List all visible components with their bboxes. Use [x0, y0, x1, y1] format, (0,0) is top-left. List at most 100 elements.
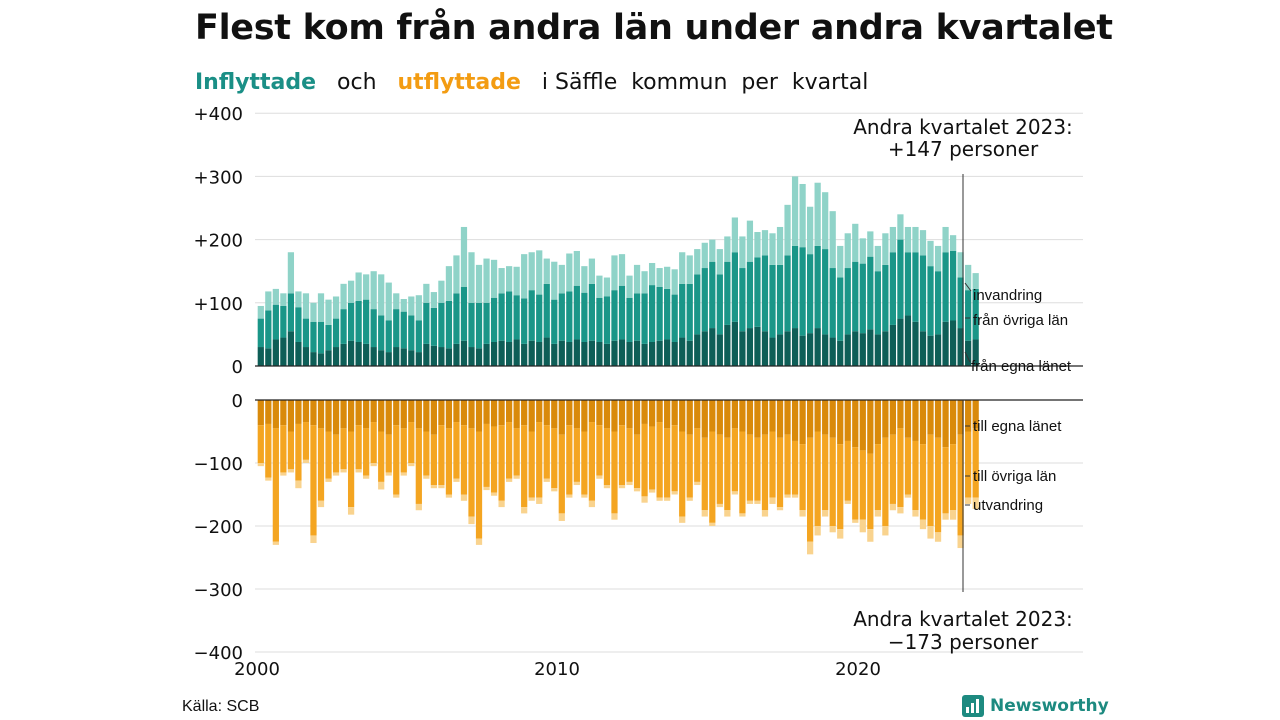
bars-utflyttade: [257, 400, 979, 555]
bar-out-2: [934, 532, 942, 542]
bar-in-2: [784, 204, 791, 256]
bar-in-2: [596, 275, 603, 298]
bar-out-2: [445, 494, 453, 498]
bar-out-1: [867, 453, 874, 530]
bar-out-2: [302, 459, 310, 463]
bar-in-1: [460, 287, 468, 341]
bar-out-1: [912, 440, 919, 511]
bar-out-0: [927, 400, 934, 435]
bar-in-1: [506, 291, 513, 342]
bar-in-1: [558, 293, 565, 341]
bar-out-0: [573, 400, 580, 429]
bar-out-2: [746, 500, 754, 504]
bar-out-0: [543, 400, 550, 426]
bar-out-0: [904, 400, 912, 438]
bar-out-0: [784, 400, 791, 435]
bar-in-1: [468, 302, 475, 348]
bar-out-1: [536, 422, 543, 498]
bar-in-2: [272, 288, 279, 305]
bar-out-0: [460, 400, 468, 426]
bar-out-1: [942, 447, 949, 514]
bar-in-2: [694, 249, 701, 275]
bar-in-1: [633, 293, 641, 341]
bar-out-1: [701, 437, 708, 511]
bar-in-1: [355, 300, 362, 342]
bar-out-1: [325, 431, 332, 479]
bar-in-0: [558, 340, 565, 366]
source-label: Källa: SCB: [182, 698, 260, 715]
bar-out-2: [295, 480, 302, 489]
bar-out-0: [716, 400, 723, 435]
bar-in-0: [731, 321, 738, 366]
bar-out-2: [257, 463, 264, 467]
bar-in-2: [378, 274, 385, 316]
bar-in-2: [618, 254, 626, 286]
bar-out-1: [400, 428, 407, 473]
annotation-top-line1: Andra kvartalet 2023:: [853, 115, 1073, 139]
bar-out-1: [475, 431, 483, 539]
bar-out-2: [408, 463, 415, 467]
subtitle-rest: i Säffle kommun per kvartal: [541, 70, 869, 95]
bar-in-2: [430, 292, 437, 308]
bar-out-1: [897, 428, 904, 508]
bar-out-0: [626, 400, 633, 429]
bar-out-1: [754, 437, 761, 501]
bar-in-2: [791, 176, 799, 246]
bar-in-2: [302, 293, 310, 319]
bar-out-0: [490, 400, 498, 427]
bar-out-0: [408, 400, 415, 423]
y-tick-label: −400: [194, 643, 243, 664]
y-tick-label: +200: [194, 231, 243, 252]
bar-out-2: [949, 510, 957, 520]
bar-in-1: [942, 252, 949, 322]
bar-in-0: [618, 339, 626, 366]
bar-in-1: [400, 311, 407, 349]
bar-in-1: [325, 324, 332, 351]
bar-in-0: [378, 350, 385, 366]
bar-in-0: [393, 347, 400, 366]
bar-out-2: [460, 494, 468, 501]
bar-in-0: [265, 348, 272, 366]
bar-out-0: [588, 400, 596, 423]
bar-out-1: [603, 428, 611, 486]
bar-in-0: [716, 334, 723, 366]
bar-out-1: [415, 428, 422, 504]
bar-in-1: [934, 271, 942, 335]
bar-out-2: [596, 475, 603, 479]
bar-out-0: [272, 400, 279, 429]
bar-out-0: [566, 400, 573, 426]
bar-in-2: [972, 273, 979, 289]
bar-in-2: [701, 242, 708, 269]
y-tick-label: −200: [194, 517, 243, 538]
bar-out-2: [709, 522, 716, 526]
y-tick-label: +300: [194, 167, 243, 188]
bar-in-2: [882, 233, 889, 265]
bar-out-0: [340, 400, 347, 429]
y-tick-label: +400: [194, 104, 243, 125]
bar-in-0: [844, 334, 851, 366]
bar-out-2: [671, 491, 678, 495]
bar-in-0: [498, 340, 505, 366]
bar-out-0: [423, 400, 430, 432]
bar-in-1: [709, 261, 716, 329]
bar-out-1: [355, 425, 362, 470]
bar-in-1: [603, 296, 611, 344]
bar-in-1: [784, 255, 791, 332]
bar-out-2: [566, 494, 573, 498]
annotation-bottom-line2: −173 personer: [888, 630, 1039, 654]
bar-in-1: [340, 309, 347, 344]
bar-in-1: [370, 309, 377, 348]
bar-out-2: [332, 472, 340, 476]
bar-out-2: [581, 494, 588, 498]
bar-out-2: [716, 503, 723, 508]
bar-in-2: [837, 245, 844, 278]
bar-out-0: [581, 400, 588, 432]
bar-in-1: [724, 261, 731, 325]
bar-in-1: [272, 304, 279, 340]
bar-in-0: [438, 347, 445, 366]
bar-out-1: [739, 431, 746, 514]
end-label-fran-ovriga-lan: från övriga län: [973, 312, 1068, 329]
bar-in-0: [799, 335, 806, 366]
bar-out-1: [716, 434, 723, 504]
